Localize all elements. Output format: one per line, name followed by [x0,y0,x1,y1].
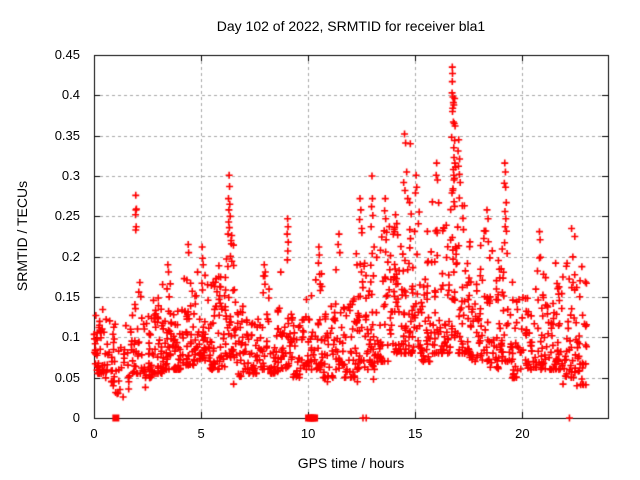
x-tick-label: 10 [300,426,316,441]
x-tick-label: 20 [515,426,530,441]
y-axis-label: SRMTID / TECUs [14,180,30,292]
y-tick-label: 0 [72,410,80,425]
y-tick-label: 0.2 [61,248,80,264]
y-tick-label: 0.3 [61,168,80,183]
y-tick-label: 0.15 [54,289,80,304]
y-tick-label: 0.05 [54,369,80,385]
y-tick-label: 0.4 [61,87,80,103]
x-tick-label: 15 [408,426,423,441]
x-tick-label: 0 [90,426,98,441]
x-tick-label: 5 [197,426,205,441]
y-tick-label: 0.25 [54,208,80,224]
y-tick-label: 0.1 [61,329,80,345]
chart-title: Day 102 of 2022, SRMTID for receiver bla… [216,18,486,34]
y-tick-label: 0.35 [54,127,80,143]
y-tick-label: 0.45 [54,47,80,62]
x-axis-label: GPS time / hours [297,455,405,471]
